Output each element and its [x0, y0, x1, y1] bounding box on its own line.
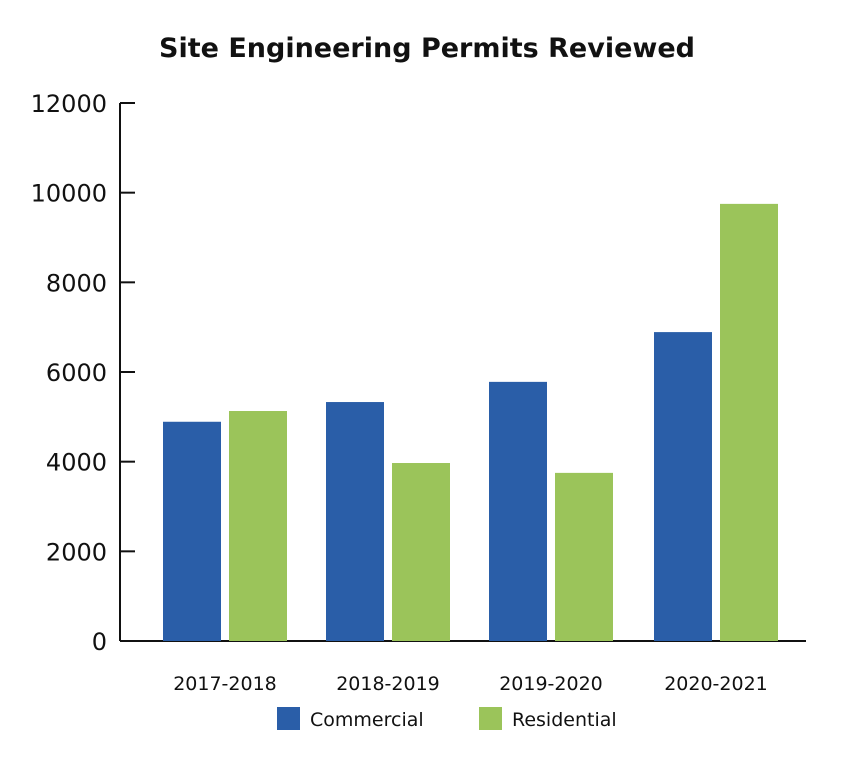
legend-swatch-commercial [277, 707, 300, 730]
y-tick-label: 0 [92, 628, 107, 656]
x-tick-label: 2017-2018 [173, 673, 277, 695]
y-tick-label: 6000 [46, 359, 107, 387]
x-tick-label: 2019-2020 [499, 673, 603, 695]
legend: Commercial Residential [277, 707, 617, 731]
x-tick-label: 2018-2019 [336, 673, 440, 695]
legend-label-commercial: Commercial [310, 709, 424, 731]
bar-residential-2019-2020 [555, 472, 613, 641]
bar-commercial-2018-2019 [326, 402, 384, 641]
legend-label-residential: Residential [512, 709, 617, 731]
bar-commercial-2019-2020 [489, 381, 547, 641]
axes: 0 2000 4000 6000 8000 10000 12000 2017-2018 2018… [31, 90, 806, 695]
bar-residential-2020-2021 [720, 203, 778, 641]
x-tick-label: 2020-2021 [664, 673, 768, 695]
bar-residential-2018-2019 [392, 463, 450, 641]
bar-commercial-2017-2018 [163, 421, 221, 641]
bar-commercial-2020-2021 [654, 332, 712, 641]
bar-residential-2017-2018 [229, 411, 287, 641]
y-tick-label: 12000 [31, 90, 107, 118]
y-tick-label: 10000 [31, 180, 107, 208]
y-tick-label: 8000 [46, 269, 107, 297]
bars [163, 203, 778, 641]
legend-swatch-residential [479, 707, 502, 730]
chart-title: Site Engineering Permits Reviewed [159, 33, 695, 64]
y-tick-label: 2000 [46, 538, 107, 566]
y-tick-label: 4000 [46, 449, 107, 477]
